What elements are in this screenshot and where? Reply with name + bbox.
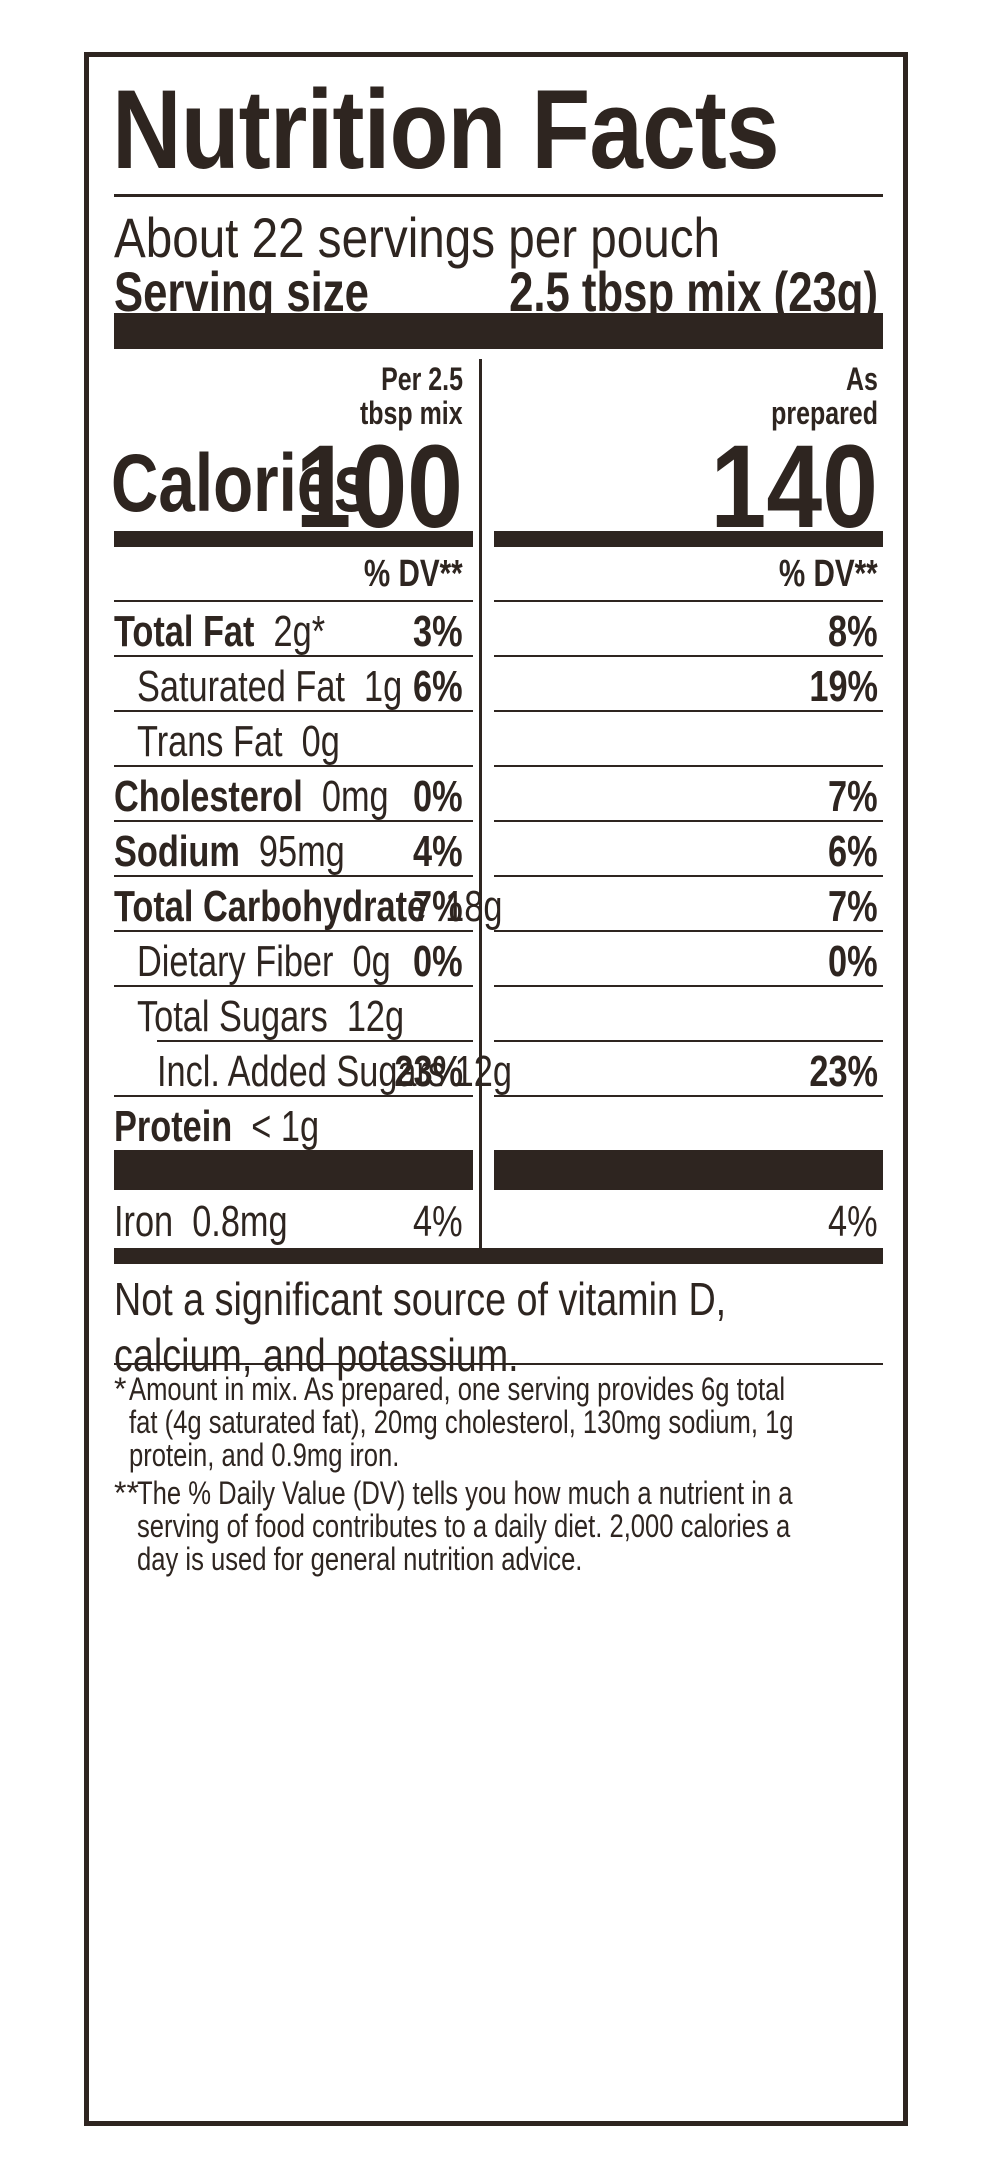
row-divider [494,765,883,767]
nutrient-amount: 12g [454,1047,512,1096]
thick-bar-bottom [114,1248,883,1264]
footnote-1-marker: * [114,1371,127,1407]
nutrient-row-protein: Protein < 1g [114,1102,377,1152]
dv-prepared: 8% [828,607,878,656]
dv-mix: 23% [394,1047,463,1096]
row-divider [114,655,473,657]
nutrient-row-trans-fat: Trans Fat 0g [137,717,397,767]
row-divider [114,820,473,822]
row-divider [114,985,473,987]
nutrition-facts-panel: Nutrition Facts About 22 servings per po… [84,52,908,2126]
dv-prepared: 0% [828,937,878,986]
dv-mix: 4% [413,1197,463,1246]
nutrient-name: Total Carbohydrate [114,882,427,931]
thick-bar-prepared [494,1150,883,1190]
footnote-2-marker: ** [114,1475,139,1511]
dv-mix: 7% [413,882,463,931]
calories-bar-mix [114,531,473,547]
row-divider [114,710,473,712]
nutrient-amount: 18g [445,882,503,931]
nutrient-name: Trans Fat [137,717,283,766]
nutrient-name: Saturated Fat [137,662,345,711]
nutrient-row-saturated-fat: Saturated Fat 1g [137,662,477,712]
nutrient-row-dietary-fiber: Dietary Fiber 0g [137,937,462,987]
row-divider [494,930,883,932]
nutrient-amount: 95mg [258,827,345,876]
calories-label: Calories [111,438,370,529]
dv-mix: 0% [413,937,463,986]
row-divider [114,930,473,932]
nutrient-amount: 0g [352,937,391,986]
calories-bar-prepared [494,531,883,547]
thick-bar-top [114,313,883,349]
nutrient-name: Incl. Added Sugars [157,1047,446,1096]
prepared-column-header: As prepared [771,361,878,431]
footnote-1: Amount in mix. As prepared, one serving … [129,1371,794,1473]
nutrient-name: Total Sugars [137,992,328,1041]
row-divider [494,820,883,822]
row-divider [494,600,883,602]
row-divider [494,1095,883,1097]
nutrient-row-added-sugars: Incl. Added Sugars 12g [157,1047,612,1097]
row-divider [114,1095,473,1097]
dv-prepared: 23% [809,1047,878,1096]
dv-header-prepared: % DV** [779,553,878,595]
nutrient-amount: 1g [364,662,403,711]
nutrient-name: Sodium [114,827,240,876]
dv-mix: 4% [413,827,463,876]
dv-mix: 3% [413,607,463,656]
row-divider [494,875,883,877]
thick-bar-mix [114,1150,473,1190]
vitamin-amount: 0.8mg [192,1197,288,1246]
dv-prepared: 4% [828,1197,878,1246]
nutrient-row-sodium: Sodium 95mg [114,827,410,877]
not-significant-note: Not a significant source of vitamin D, c… [114,1273,727,1381]
row-divider [494,1040,883,1042]
dv-mix: 0% [413,772,463,821]
dv-prepared: 19% [809,662,878,711]
row-divider [494,710,883,712]
serving-size-value: 2.5 tbsp mix (23g) [509,260,878,323]
dv-mix: 6% [413,662,463,711]
nutrient-row-total-carbohydrate: Total Carbohydrate 18g [114,882,612,932]
dv-prepared: 7% [828,772,878,821]
footnote-2: The % Daily Value (DV) tells you how muc… [137,1475,793,1577]
vitamin-name: Iron [114,1197,174,1246]
column-divider [479,359,482,1249]
nutrient-amount: 0g [301,717,340,766]
nutrient-name: Total Fat [114,607,255,656]
dv-prepared: 6% [828,827,878,876]
servings-per-container: About 22 servings per pouch [114,206,720,269]
panel-title: Nutrition Facts [112,67,780,192]
nutrient-row-cholesterol: Cholesterol 0mg [114,772,466,822]
nutrient-name: Protein [114,1102,233,1151]
vitamin-row-iron: Iron 0.8mg [114,1197,337,1247]
nutrient-amount: < 1g [251,1102,320,1151]
row-divider [114,765,473,767]
nutrient-name: Cholesterol [114,772,303,821]
nutrient-amount: 2g* [273,607,326,656]
row-divider [157,1040,473,1042]
dv-prepared: 7% [828,882,878,931]
nutrient-amount: 0mg [321,772,389,821]
nutrient-amount: 12g [346,992,405,1041]
row-divider [494,985,883,987]
title-divider [114,194,883,197]
nutrient-row-total-fat: Total Fat 2g* [114,607,385,657]
row-divider [114,875,473,877]
mix-column-header: Per 2.5 tbsp mix [360,361,463,431]
footnote-divider [114,1363,883,1365]
serving-size-label: Serving size [114,260,369,323]
nutrient-name: Dietary Fiber [137,937,334,986]
row-divider [494,655,883,657]
row-divider [114,600,473,602]
nutrient-row-total-sugars: Total Sugars 12g [137,992,479,1042]
dv-header-mix: % DV** [364,553,463,595]
